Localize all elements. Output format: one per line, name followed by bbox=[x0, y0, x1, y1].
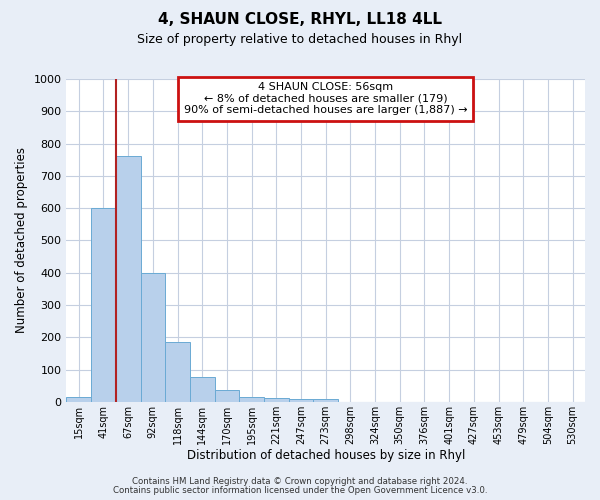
Bar bbox=[264, 398, 289, 402]
Text: Size of property relative to detached houses in Rhyl: Size of property relative to detached ho… bbox=[137, 32, 463, 46]
Bar bbox=[239, 397, 264, 402]
Bar bbox=[116, 156, 140, 402]
Text: 4, SHAUN CLOSE, RHYL, LL18 4LL: 4, SHAUN CLOSE, RHYL, LL18 4LL bbox=[158, 12, 442, 28]
Bar bbox=[165, 342, 190, 402]
Bar bbox=[215, 390, 239, 402]
Text: 4 SHAUN CLOSE: 56sqm
← 8% of detached houses are smaller (179)
90% of semi-detac: 4 SHAUN CLOSE: 56sqm ← 8% of detached ho… bbox=[184, 82, 467, 116]
Y-axis label: Number of detached properties: Number of detached properties bbox=[15, 148, 28, 334]
Bar bbox=[140, 272, 165, 402]
Text: Contains HM Land Registry data © Crown copyright and database right 2024.: Contains HM Land Registry data © Crown c… bbox=[132, 477, 468, 486]
Text: Contains public sector information licensed under the Open Government Licence v3: Contains public sector information licen… bbox=[113, 486, 487, 495]
Bar bbox=[289, 399, 313, 402]
X-axis label: Distribution of detached houses by size in Rhyl: Distribution of detached houses by size … bbox=[187, 450, 465, 462]
Bar bbox=[67, 397, 91, 402]
Bar bbox=[313, 398, 338, 402]
Bar bbox=[190, 376, 215, 402]
Bar bbox=[91, 208, 116, 402]
